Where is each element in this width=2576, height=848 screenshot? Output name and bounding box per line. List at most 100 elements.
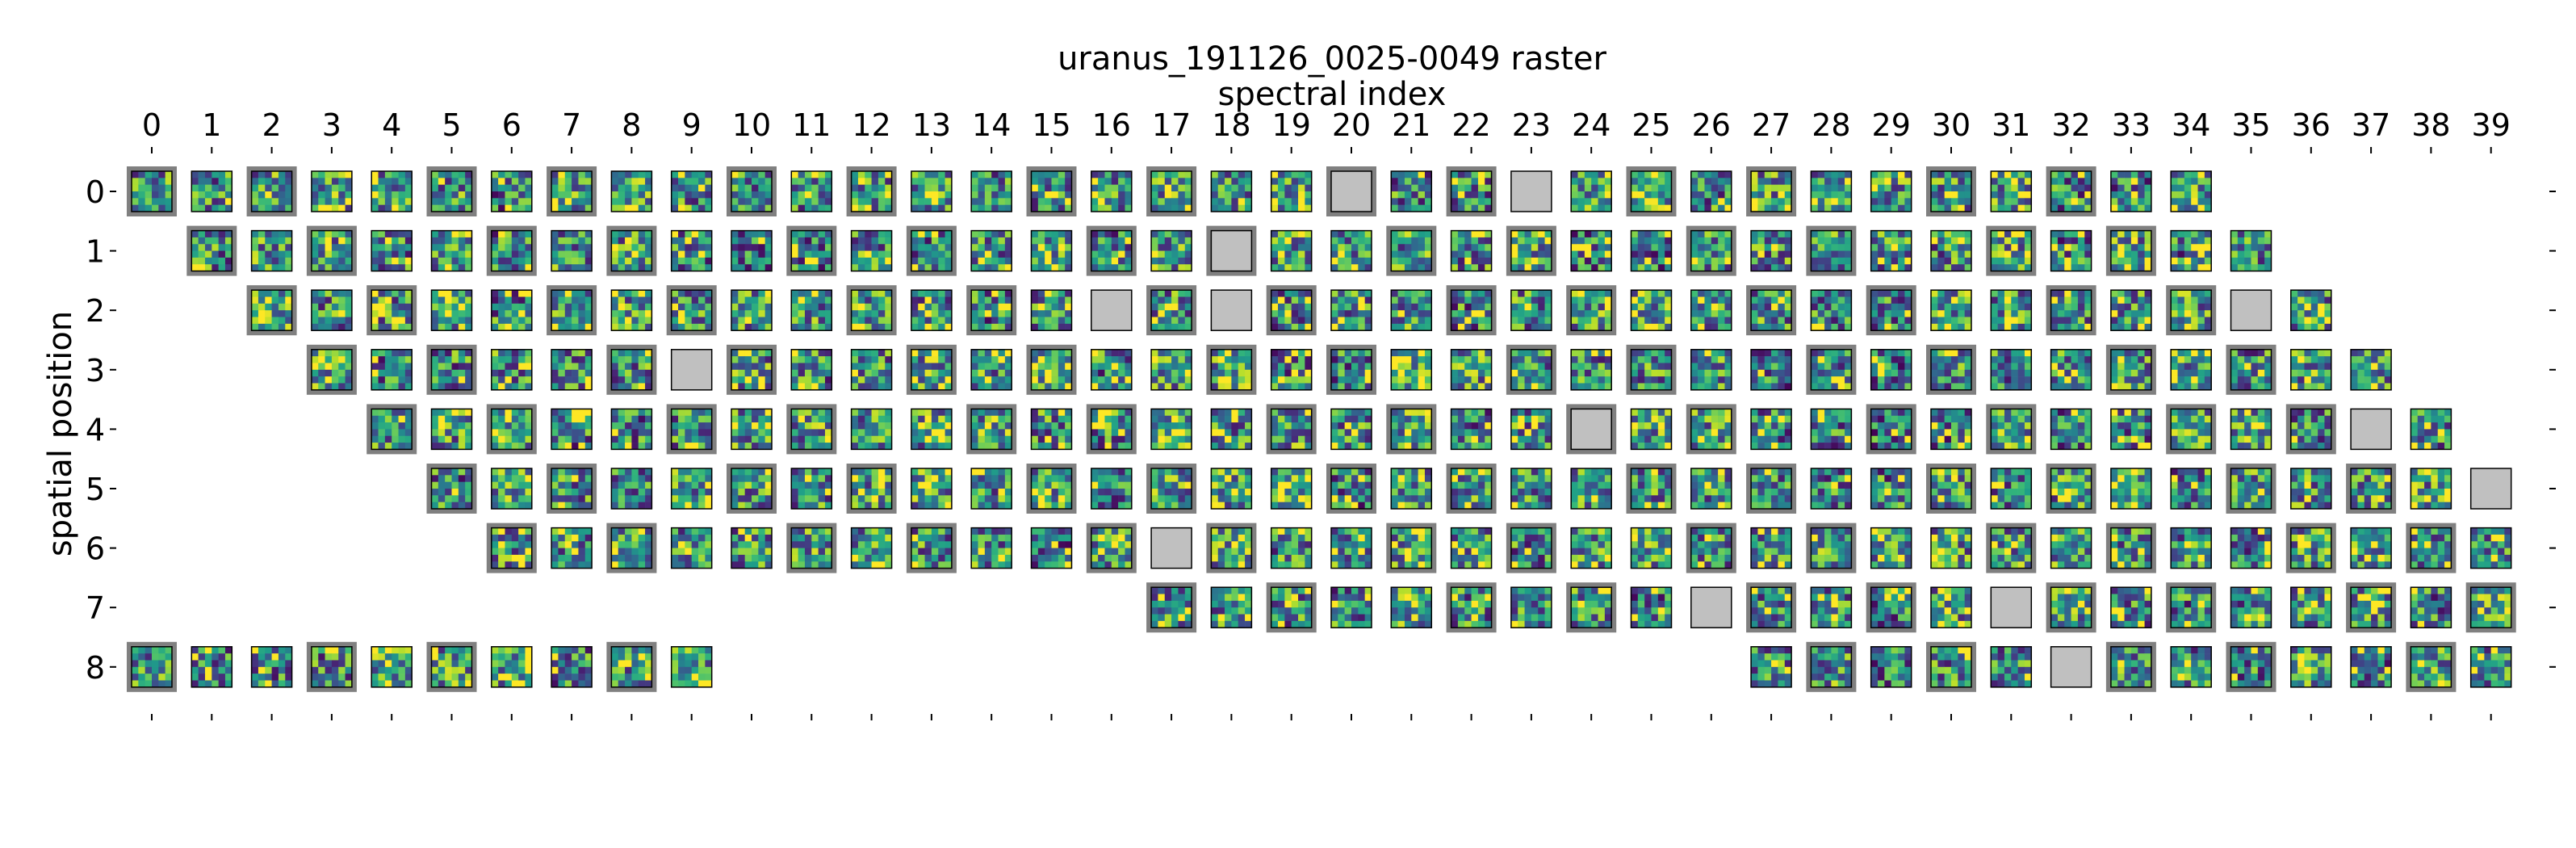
thumbnail-pixel [564,369,572,377]
thumbnail-pixel [1718,296,1725,304]
thumbnail-pixel [885,376,892,384]
thumbnail-pixel [1305,290,1312,297]
thumbnail-pixel [998,250,1006,258]
thumbnail-pixel [2124,264,2132,271]
thumbnail-pixel [798,264,806,271]
thumbnail-pixel [931,323,939,331]
thumbnail-pixel [978,204,986,212]
thumbnail-pixel [564,257,572,265]
thumbnail-pixel [2144,290,2152,297]
thumbnail-pixel [611,171,619,178]
thumbnail-pixel [1704,317,1712,325]
thumbnail-pixel [518,290,526,297]
thumbnail-pixel [738,317,745,325]
thumbnail-pixel [1884,264,1891,271]
thumbnail-pixel [1151,317,1158,325]
thumbnail-pixel [1245,349,1252,357]
thumbnail-pixel [251,323,259,331]
thumbnail-pixel [1951,290,1958,297]
thumbnail-pixel [1471,264,1479,271]
thumbnail-pixel [1997,171,2005,178]
thumbnail-pixel [1331,303,1338,311]
thumbnail-pixel [938,237,945,245]
thumbnail-pixel [698,184,706,192]
thumbnail-pixel [1711,244,1719,251]
thumbnail-pixel [1471,178,1479,185]
thumbnail-pixel [1037,191,1045,199]
thumbnail-pixel [1158,383,1166,391]
thumbnail-pixel [1837,230,1845,238]
thumbnail-pixel [1291,363,1299,371]
thumbnail-pixel [1464,303,1472,311]
thumbnail-pixel [1577,178,1585,185]
raster-cell [1806,225,1857,276]
thumbnail-pixel [1845,178,1852,185]
thumbnail-pixel [1164,376,1172,384]
thumbnail-pixel [625,310,632,317]
thumbnail-pixel [1704,376,1712,384]
thumbnail-pixel [1091,257,1099,265]
thumbnail-pixel [1217,198,1225,205]
thumbnail-pixel [1424,191,1432,199]
x-tick-label: 6 [502,107,521,143]
thumbnail-pixel [991,244,999,251]
thumbnail-pixel [445,317,452,325]
thumbnail-pixel [2138,171,2145,178]
thumbnail-pixel [625,369,632,377]
thumbnail-pixel [2011,310,2018,317]
thumbnail-pixel [1125,250,1133,258]
thumbnail-pixel [1451,349,1459,357]
thumbnail-pixel [398,290,406,297]
thumbnail-pixel [438,290,446,297]
thumbnail-pixel [678,264,685,271]
thumbnail-pixel [2064,323,2071,331]
thumbnail-pixel [1118,356,1125,363]
thumbnail-pixel [918,198,925,205]
thumbnail-pixel [938,264,945,271]
thumbnail-pixel [1464,204,1472,212]
thumbnail-pixel [1817,230,1825,238]
thumbnail-pixel [1884,257,1891,265]
thumbnail-pixel [1457,369,1465,377]
thumbnail-pixel [1831,349,1839,357]
thumbnail-pixel [1091,363,1099,371]
thumbnail-pixel [2071,264,2079,271]
thumbnail-pixel [1531,383,1539,391]
thumbnail-pixel [1184,310,1192,317]
thumbnail-pixel [1771,303,1778,311]
thumbnail-pixel [1510,264,1518,271]
thumbnail-pixel [998,171,1006,178]
thumbnail-pixel [1245,191,1252,199]
thumbnail-pixel [2177,171,2185,178]
thumbnail-pixel [731,290,739,297]
thumbnail-pixel [1298,204,1305,212]
thumbnail-pixel [518,323,526,331]
thumbnail-pixel [2050,230,2059,238]
thumbnail-pixel [498,178,505,185]
thumbnail-pixel [924,250,932,258]
thumbnail-pixel [398,264,406,271]
thumbnail-border [1150,170,1192,212]
thumbnail-pixel [1058,257,1066,265]
thumbnail-pixel [1831,191,1839,199]
thumbnail-pixel [1704,356,1712,363]
thumbnail-pixel [758,356,765,363]
thumbnail-pixel [331,290,339,297]
thumbnail-pixel [1878,317,1885,325]
thumbnail-pixel [631,317,639,325]
thumbnail-pixel [1997,303,2005,311]
thumbnail-pixel [258,237,266,245]
thumbnail-pixel [1651,290,1659,297]
thumbnail-pixel [1364,296,1372,304]
thumbnail-pixel [1757,184,1766,192]
thumbnail-pixel [2071,323,2079,331]
thumbnail-pixel [938,178,945,185]
thumbnail-pixel [2197,178,2205,185]
thumbnail-pixel [1065,191,1072,199]
thumbnail-pixel [804,383,812,391]
thumbnail-pixel [451,349,459,357]
thumbnail-pixel [1757,296,1766,304]
thumbnail-pixel [918,230,925,238]
thumbnail-pixel [551,317,559,325]
thumbnail-pixel [404,204,413,212]
